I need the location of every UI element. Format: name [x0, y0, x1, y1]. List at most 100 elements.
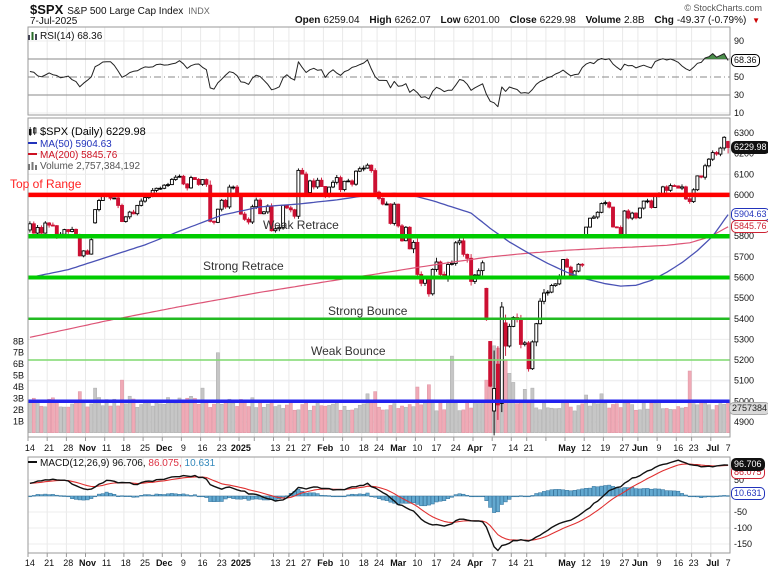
bar-chart-icon — [28, 161, 37, 173]
svg-text:25: 25 — [140, 558, 150, 568]
svg-text:2025: 2025 — [231, 558, 251, 568]
ma50-line-swatch — [28, 142, 37, 144]
svg-text:21: 21 — [286, 443, 296, 453]
svg-text:Jun: Jun — [632, 558, 648, 568]
rsi-legend-text: RSI(14) 68.36 — [40, 31, 103, 42]
svg-text:10: 10 — [339, 558, 349, 568]
price-legend-text: $SPX (Daily) 6229.98 — [40, 126, 146, 138]
svg-text:5000: 5000 — [734, 396, 754, 406]
macd-legend-main: MACD(12,26,9) 96.706, — [40, 458, 146, 469]
high-value: 6262.07 — [394, 15, 431, 26]
svg-text:90: 90 — [734, 36, 744, 46]
svg-text:10: 10 — [412, 558, 422, 568]
annotation-strong-bounce: Strong Bounce — [328, 304, 408, 318]
svg-text:Jun: Jun — [632, 443, 648, 453]
close-value: 6229.98 — [539, 15, 576, 26]
svg-text:9: 9 — [181, 443, 186, 453]
svg-text:17: 17 — [431, 443, 441, 453]
ma200-value-box: 5845.76 — [731, 220, 768, 233]
svg-text:1B: 1B — [13, 416, 24, 426]
svg-text:13: 13 — [270, 443, 280, 453]
volume-label: Volume — [585, 15, 621, 26]
triangle-down-icon: ▼ — [752, 16, 760, 25]
svg-text:19: 19 — [600, 558, 610, 568]
svg-text:24: 24 — [451, 558, 461, 568]
svg-text:Nov: Nov — [79, 443, 96, 453]
svg-text:24: 24 — [374, 558, 384, 568]
svg-text:2025: 2025 — [231, 443, 251, 453]
svg-text:Apr: Apr — [467, 443, 483, 453]
svg-text:18: 18 — [121, 443, 131, 453]
svg-text:21: 21 — [44, 443, 54, 453]
macd-legend-signal: 86.075, — [145, 458, 182, 469]
low-label: Low — [440, 15, 461, 26]
svg-text:7: 7 — [726, 443, 731, 453]
annotation-strong-retrace: Strong Retrace — [203, 259, 284, 273]
svg-text:7: 7 — [726, 558, 731, 568]
ma50-legend-text: MA(50) 5904.63 — [40, 139, 112, 150]
panel-borders — [27, 26, 731, 554]
svg-text:23: 23 — [217, 558, 227, 568]
grid-layer — [27, 27, 730, 557]
svg-text:5B: 5B — [13, 371, 24, 381]
svg-text:28: 28 — [63, 558, 73, 568]
svg-text:10: 10 — [339, 443, 349, 453]
indicator-icon — [28, 31, 37, 43]
svg-text:18: 18 — [359, 558, 369, 568]
macd-hist-value-box: 10.631 — [731, 487, 765, 500]
chg-label: Chg — [654, 15, 674, 26]
svg-text:16: 16 — [197, 443, 207, 453]
candlestick-icon — [28, 127, 37, 139]
svg-text:5300: 5300 — [734, 334, 754, 344]
svg-text:8B: 8B — [13, 336, 24, 346]
svg-text:Jul: Jul — [706, 443, 719, 453]
annotation-top-of-range: Top of Range — [10, 177, 82, 191]
svg-text:27: 27 — [301, 443, 311, 453]
ma200-legend-text: MA(200) 5845.76 — [40, 150, 118, 161]
volume-bars — [28, 345, 730, 433]
symbol: $SPX — [30, 2, 64, 17]
svg-text:May: May — [558, 558, 576, 568]
open-value: 6259.04 — [323, 15, 360, 26]
svg-text:28: 28 — [63, 443, 73, 453]
svg-text:25: 25 — [140, 443, 150, 453]
svg-text:21: 21 — [44, 558, 54, 568]
macd-value-box: 96.706 — [731, 458, 765, 471]
svg-text:18: 18 — [121, 558, 131, 568]
svg-text:11: 11 — [102, 443, 111, 453]
svg-text:6300: 6300 — [734, 128, 754, 138]
rsi-line — [29, 53, 729, 108]
svg-text:-150: -150 — [734, 539, 752, 549]
date-axis-labels: 14 14 21 21 28 28 Nov Nov 11 11 18 18 25 25 Dec Dec 9 9 16… — [25, 443, 731, 568]
svg-text:3B: 3B — [13, 393, 24, 403]
rsi-legend: RSI(14) 68.36 — [28, 31, 102, 43]
svg-text:17: 17 — [431, 558, 441, 568]
open-label: Open — [294, 15, 321, 26]
svg-text:10: 10 — [734, 108, 744, 118]
annotation-weak-bounce: Weak Bounce — [311, 344, 386, 358]
svg-text:Feb: Feb — [317, 443, 334, 453]
ma200-legend: MA(200) 5845.76 — [28, 150, 117, 161]
svg-text:9: 9 — [656, 558, 661, 568]
exchange-tag: INDX — [188, 6, 210, 16]
volume-legend-text: Volume 2,757,384,192 — [40, 161, 141, 172]
svg-text:23: 23 — [689, 558, 699, 568]
svg-text:Dec: Dec — [156, 558, 173, 568]
svg-text:Nov: Nov — [79, 558, 96, 568]
svg-text:50: 50 — [734, 475, 744, 485]
index-name: S&P 500 Large Cap Index — [67, 6, 184, 17]
price-legend: $SPX (Daily) 6229.98 — [28, 126, 146, 139]
svg-text:6100: 6100 — [734, 169, 754, 179]
svg-text:2B: 2B — [13, 405, 24, 415]
chart-header: $SPX S&P 500 Large Cap Index INDX — [30, 1, 210, 19]
macd-line — [29, 459, 729, 552]
svg-text:Dec: Dec — [156, 443, 173, 453]
svg-text:27: 27 — [301, 558, 311, 568]
svg-text:24: 24 — [451, 443, 461, 453]
svg-text:18: 18 — [359, 443, 369, 453]
quote-line: Open 6259.04 High 6262.07 Low 6201.00 Close… — [288, 15, 760, 26]
svg-text:21: 21 — [524, 558, 534, 568]
svg-text:5700: 5700 — [734, 252, 754, 262]
